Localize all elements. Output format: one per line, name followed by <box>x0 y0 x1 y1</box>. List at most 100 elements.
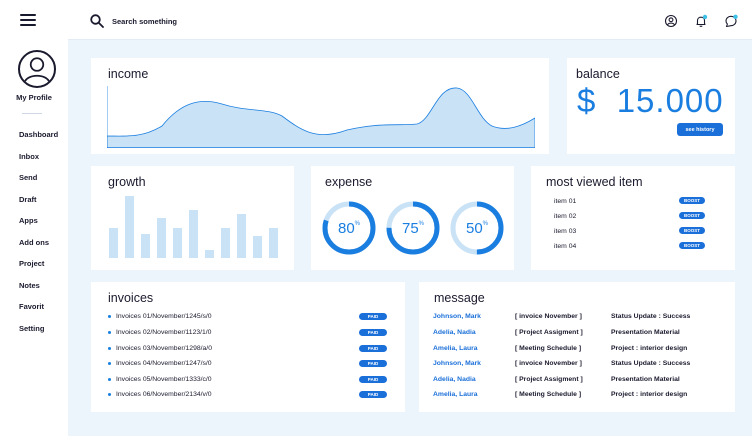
user-avatar-icon <box>23 57 51 83</box>
see-history-button[interactable]: see history <box>677 123 723 136</box>
sidebar-nav: Dashboard Inbox Send Draft Apps Add ons … <box>19 130 58 345</box>
message-subject: [ Meeting Schedule ] <box>515 391 582 398</box>
sidebar-item-project[interactable]: Project <box>19 259 45 268</box>
message-sender[interactable]: Amelia, Laura <box>433 345 478 352</box>
sidebar-item-draft[interactable]: Draft <box>19 194 37 204</box>
bullet-icon <box>108 314 111 318</box>
message-sender[interactable]: Amelia, Laura <box>433 391 478 398</box>
invoice-label: Invoices 02/November/1123/1/0 <box>116 329 212 336</box>
invoice-row: Invoices 01/November/1245/s/0 <box>108 313 212 320</box>
sidebar-item-dashboard[interactable]: Dashboard <box>19 130 59 139</box>
income-title: income <box>108 67 149 81</box>
sidebar-item-send[interactable]: Send <box>19 173 38 182</box>
balance-value: $ 15.000 <box>577 82 724 119</box>
paid-button[interactable]: PAID <box>359 329 387 336</box>
expense-ring-50: 50% <box>449 200 505 256</box>
sidebar-item-favorit[interactable]: Favorit <box>19 302 45 311</box>
growth-bar <box>237 214 246 258</box>
ring-label: 75% <box>401 219 425 237</box>
message-status: Presentation Material <box>611 376 680 383</box>
paid-button[interactable]: PAID <box>359 391 387 398</box>
growth-bar <box>109 228 118 258</box>
invoice-row: Invoices 03/November/1298/a/0 <box>108 345 212 352</box>
message-subject: [ invoice November ] <box>515 313 582 320</box>
bullet-icon <box>108 346 111 350</box>
message-sender[interactable]: Johnson, Mark <box>433 313 481 320</box>
sidebar-item-inbox[interactable]: Inbox <box>19 151 39 161</box>
invoice-row: Invoices 04/November/1247/s/0 <box>108 360 212 367</box>
message-status: Status Update : Success <box>611 313 691 320</box>
growth-bar <box>141 234 150 258</box>
menu-icon[interactable] <box>20 14 36 26</box>
paid-button[interactable]: PAID <box>359 360 387 367</box>
message-sender[interactable]: Adelia, Nadia <box>433 376 476 383</box>
message-status: Project : interior design <box>611 345 688 352</box>
growth-bar <box>125 196 134 258</box>
invoice-label: Invoices 06/November/2134/v/0 <box>116 391 212 398</box>
list-item: item 02 <box>554 213 577 220</box>
growth-bar <box>269 228 278 258</box>
user-icon[interactable] <box>664 14 678 28</box>
growth-bar <box>253 236 262 258</box>
profile-label[interactable]: My Profile <box>16 93 52 102</box>
boost-button[interactable]: BOOST <box>679 242 705 249</box>
sidebar-item-setting[interactable]: Setting <box>19 323 45 333</box>
invoice-row: Invoices 06/November/2134/v/0 <box>108 391 212 398</box>
growth-bar-chart <box>109 196 281 258</box>
growth-bar <box>189 210 198 258</box>
income-card: income <box>91 58 549 154</box>
paid-button[interactable]: PAID <box>359 345 387 352</box>
invoice-label: Invoices 05/November/1333/c/0 <box>116 376 212 383</box>
growth-title: growth <box>108 175 146 189</box>
list-item: item 03 <box>554 228 577 235</box>
income-area-chart <box>107 86 535 148</box>
sidebar-item-notes[interactable]: Notes <box>19 280 40 290</box>
avatar[interactable] <box>18 50 56 88</box>
message-sender[interactable]: Johnson, Mark <box>433 360 481 367</box>
bullet-icon <box>108 377 111 381</box>
list-item: item 04 <box>554 243 577 250</box>
invoice-label: Invoices 01/November/1245/s/0 <box>116 313 212 320</box>
message-card: message Johnson, Mark [ invoice November … <box>419 282 735 412</box>
growth-bar <box>221 228 230 258</box>
message-status: Project : interior design <box>611 391 688 398</box>
message-sender[interactable]: Adelia, Nadia <box>433 329 476 336</box>
growth-bar <box>157 218 166 258</box>
most-viewed-card: most viewed item item 01 BOOST item 02 B… <box>531 166 735 270</box>
paid-button[interactable]: PAID <box>359 313 387 320</box>
search-icon[interactable] <box>90 14 104 28</box>
bullet-icon <box>108 361 111 365</box>
growth-card: growth <box>91 166 294 270</box>
invoice-label: Invoices 03/November/1298/a/0 <box>116 345 212 352</box>
top-header <box>68 0 752 40</box>
sidebar-item-apps[interactable]: Apps <box>19 216 38 225</box>
bullet-icon <box>108 392 111 396</box>
expense-ring-80: 80% <box>321 200 377 256</box>
ring-chart-graphic <box>450 201 504 255</box>
message-subject: [ invoice November ] <box>515 360 582 367</box>
search-input[interactable] <box>112 14 312 28</box>
boost-button[interactable]: BOOST <box>679 227 705 234</box>
expense-ring-75: 75% <box>385 200 441 256</box>
ring-chart-graphic <box>322 201 376 255</box>
list-item: item 01 <box>554 198 577 205</box>
sidebar: My Profile Dashboard Inbox Send Draft Ap… <box>0 0 68 436</box>
sidebar-divider <box>22 113 42 114</box>
paid-button[interactable]: PAID <box>359 376 387 383</box>
growth-bar <box>205 250 214 258</box>
chat-icon[interactable] <box>724 14 738 28</box>
message-status: Presentation Material <box>611 329 680 336</box>
boost-button[interactable]: BOOST <box>679 212 705 219</box>
balance-card: balance $ 15.000 see history <box>567 58 735 154</box>
message-subject: [ Project Assigment ] <box>515 329 583 336</box>
invoices-card: invoices Invoices 01/November/1245/s/0 P… <box>91 282 405 412</box>
sidebar-item-add-ons[interactable]: Add ons <box>19 237 49 247</box>
message-title: message <box>434 291 485 305</box>
growth-bar <box>173 228 182 258</box>
ring-label: 50% <box>465 219 489 237</box>
message-status: Status Update : Success <box>611 360 691 367</box>
invoice-row: Invoices 02/November/1123/1/0 <box>108 329 211 336</box>
boost-button[interactable]: BOOST <box>679 197 705 204</box>
message-subject: [ Project Assigment ] <box>515 376 583 383</box>
bell-icon[interactable] <box>694 14 708 28</box>
